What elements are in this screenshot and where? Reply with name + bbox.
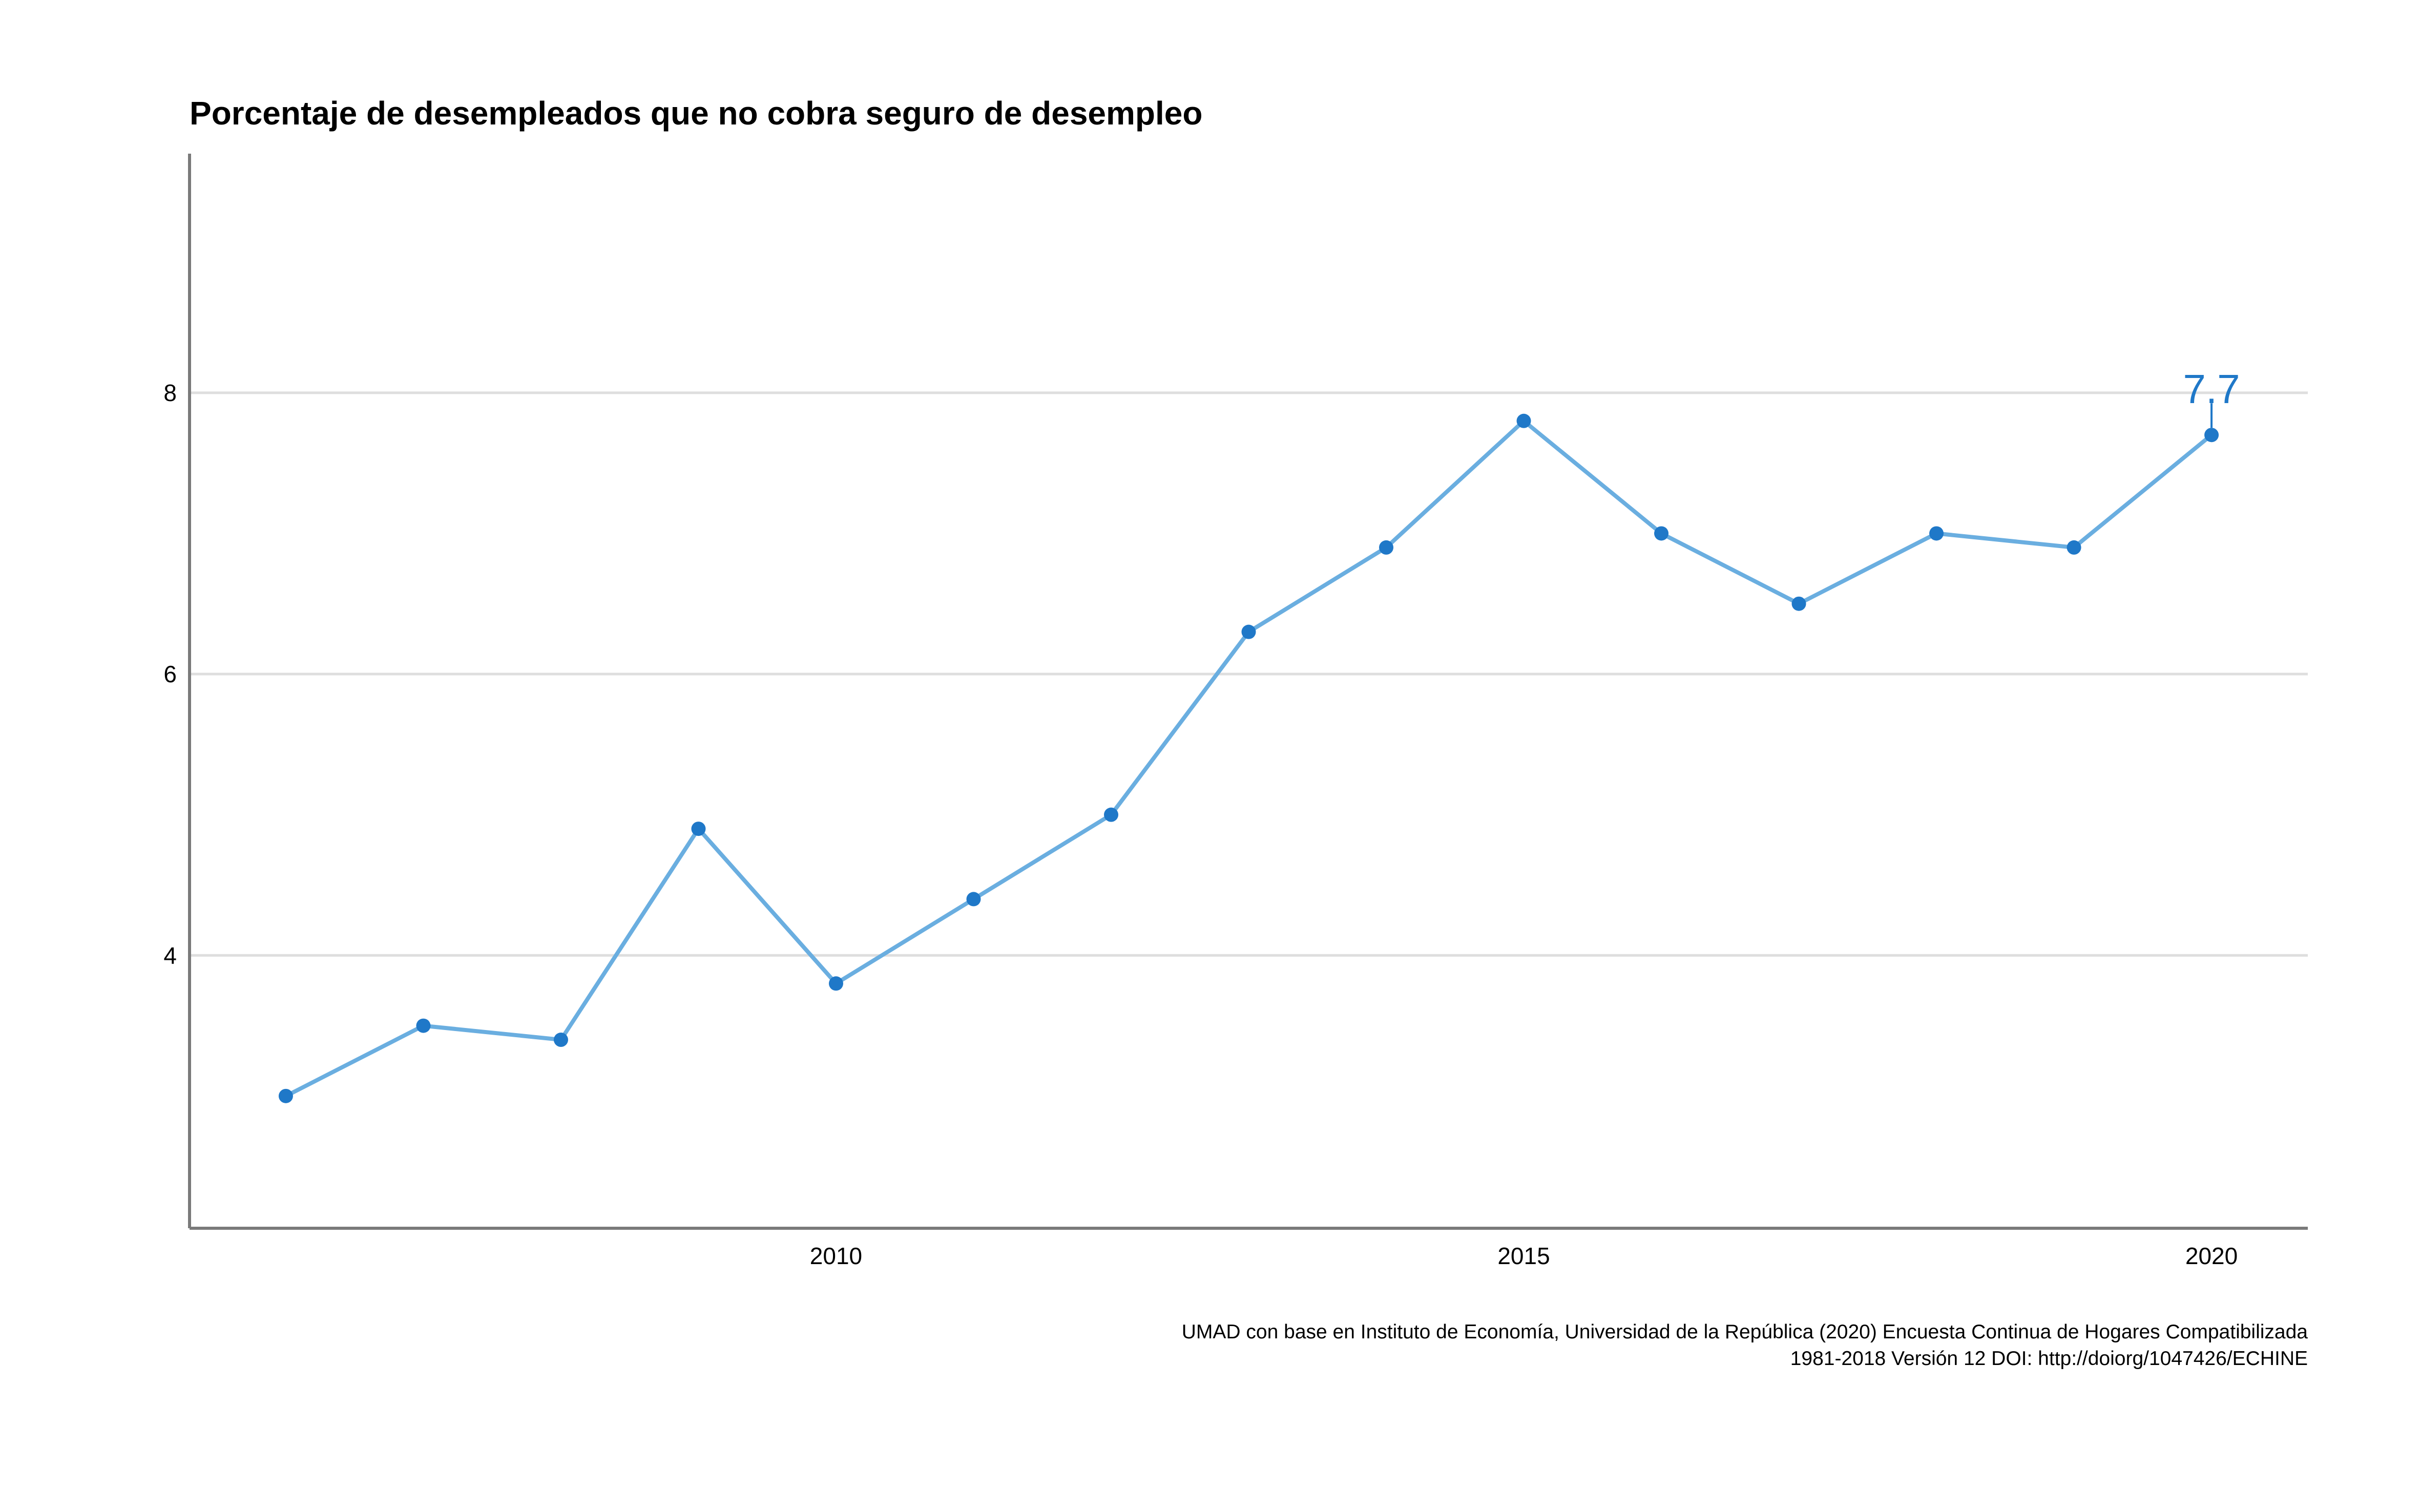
- x-axis-ticks: 2010 2015 2020: [810, 1243, 2238, 1269]
- gridlines: [190, 391, 2308, 957]
- data-point-2014: [1379, 540, 1394, 555]
- data-point-2019: [2067, 540, 2081, 555]
- end-annotation: 7.7: [2183, 366, 2240, 428]
- data-points: [278, 413, 2219, 1103]
- caption-line-2: 1981-2018 Versión 12 DOI: http://doiorg/…: [1790, 1348, 2308, 1370]
- data-point-2006: [278, 1088, 293, 1103]
- series-line: [284, 418, 2214, 1098]
- end-value-label: 7.7: [2183, 366, 2240, 412]
- data-point-2011: [966, 892, 981, 907]
- data-point-2008: [553, 1033, 568, 1047]
- x-tick-label-2015: 2015: [1497, 1243, 1550, 1269]
- data-point-2012: [1103, 807, 1118, 822]
- data-point-2018: [1929, 526, 1944, 541]
- x-tick-label-2010: 2010: [810, 1243, 862, 1269]
- y-tick-label-4: 4: [163, 942, 177, 969]
- data-point-2013: [1241, 624, 1256, 639]
- caption-line-1: UMAD con base en Instituto de Economía, …: [1182, 1321, 2308, 1343]
- axes: [188, 154, 2308, 1230]
- chart-title: Porcentaje de desempleados que no cobra …: [190, 95, 1202, 132]
- data-point-2020: [2204, 428, 2219, 443]
- y-tick-label-8: 8: [163, 380, 177, 406]
- data-point-2009: [691, 822, 706, 836]
- data-point-2017: [1791, 596, 1806, 611]
- data-point-2015: [1516, 413, 1531, 428]
- data-point-2007: [416, 1018, 431, 1033]
- y-axis-ticks: 4 6 8: [163, 380, 177, 969]
- data-point-2016: [1654, 526, 1669, 541]
- y-tick-label-6: 6: [163, 661, 177, 687]
- series-group: [284, 418, 2214, 1098]
- data-point-2010: [828, 976, 843, 991]
- x-tick-label-2020: 2020: [2185, 1243, 2238, 1269]
